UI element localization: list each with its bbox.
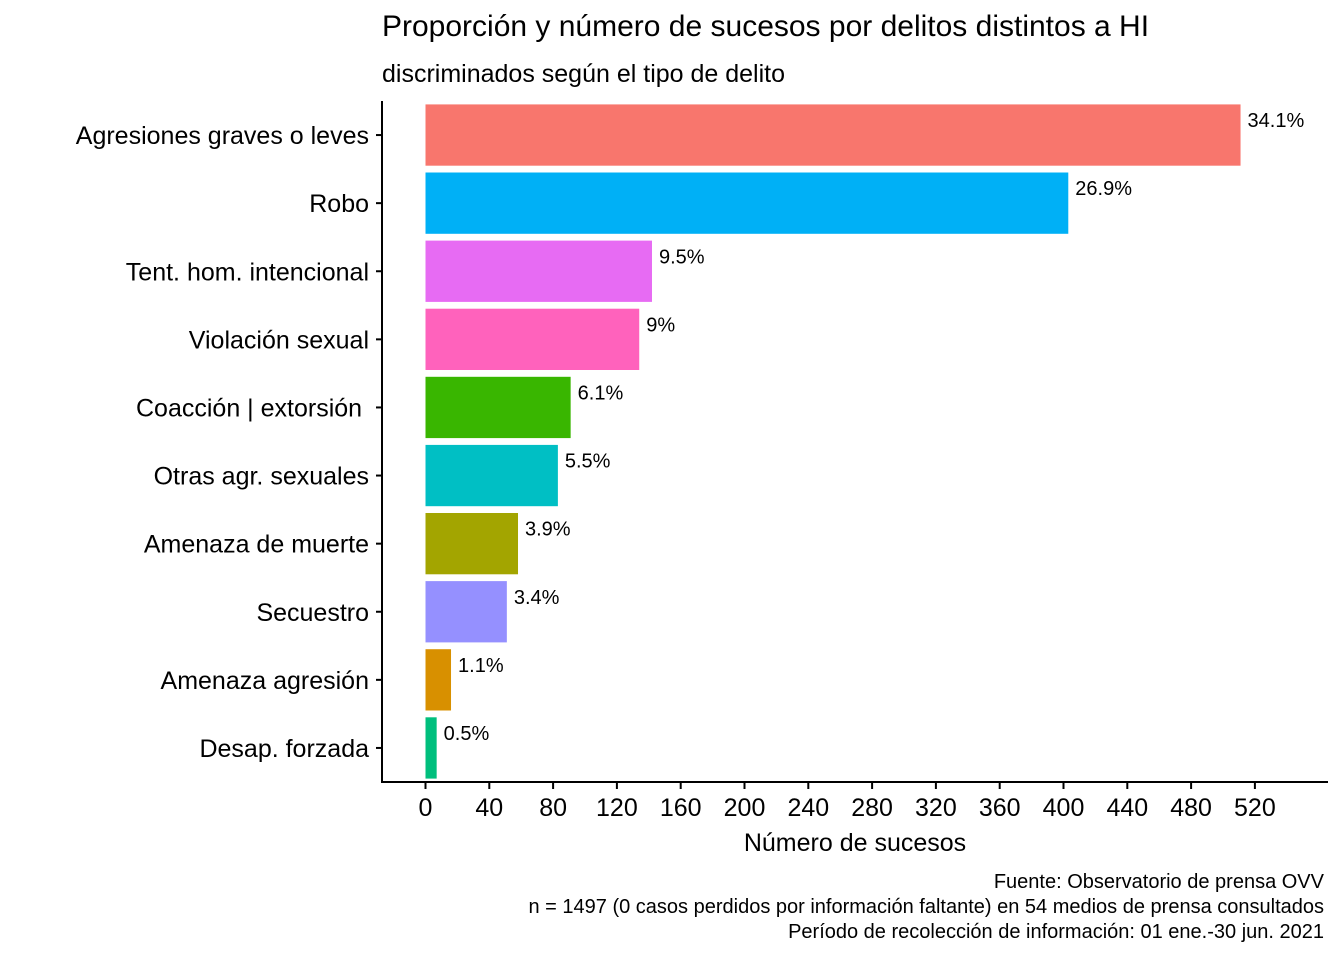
caption: Fuente: Observatorio de prensa OVV n = 1…	[529, 870, 1325, 945]
y-axis-labels: Agresiones graves o leves Robo Tent. hom. …	[76, 122, 382, 763]
bar-data-label: 6.1%	[578, 382, 624, 404]
y-tick-label: Amenaza de muerte	[144, 531, 369, 559]
bar	[425, 581, 507, 643]
x-tick-label: 440	[1106, 794, 1148, 822]
bar-data-label: 3.4%	[514, 587, 560, 609]
chart-title: Proporción y número de sucesos por delit…	[382, 10, 1150, 43]
bar-data-label: 9.5%	[659, 246, 705, 268]
bar-data-label: 9%	[646, 314, 675, 336]
y-tick-label: Agresiones graves o leves	[76, 122, 369, 150]
bar	[425, 172, 1069, 234]
y-tick-label: Tent. hom. intencional	[126, 258, 369, 286]
x-tick-label: 360	[979, 794, 1021, 822]
y-tick-label: Amenaza agresión	[161, 667, 369, 695]
bar	[425, 308, 640, 370]
bar-data-label: 3.9%	[525, 519, 571, 541]
bar	[425, 717, 437, 779]
caption-source: Fuente: Observatorio de prensa OVV	[993, 871, 1324, 893]
x-axis-ticks: 0 40 80 120 160 200 240 280 320 360 400 440 480 520	[419, 782, 1276, 822]
x-tick-label: 200	[724, 794, 766, 822]
x-tick-label: 240	[787, 794, 829, 822]
x-tick-label: 480	[1170, 794, 1212, 822]
caption-sample: n = 1497 (0 casos perdidos por informaci…	[528, 896, 1325, 918]
bar	[425, 104, 1241, 166]
y-tick-label: Desap. forzada	[199, 735, 369, 763]
bar	[425, 240, 652, 302]
bar	[425, 513, 519, 575]
x-axis-title: Número de sucesos	[744, 829, 966, 857]
bar	[425, 444, 558, 507]
x-tick-label: 40	[475, 794, 503, 822]
bar-data-label: 26.9%	[1075, 178, 1132, 200]
y-tick-label: Robo	[309, 190, 369, 218]
x-tick-label: 320	[915, 794, 957, 822]
x-tick-label: 400	[1043, 794, 1085, 822]
x-tick-label: 120	[596, 794, 638, 822]
bar	[425, 649, 452, 711]
bar-data-label: 1.1%	[458, 655, 504, 677]
y-tick-label: Otras agr. sexuales	[154, 463, 369, 491]
x-tick-label: 280	[851, 794, 893, 822]
caption-period: Período de recolección de información: 0…	[788, 921, 1324, 943]
x-tick-label: 160	[660, 794, 702, 822]
x-tick-label: 80	[539, 794, 567, 822]
bar-data-label: 0.5%	[444, 723, 490, 745]
y-tick-label: Coacción | extorsión	[136, 394, 369, 422]
x-tick-label: 520	[1234, 794, 1276, 822]
bar-data-label: 34.1%	[1248, 110, 1305, 132]
bar	[425, 376, 571, 439]
chart-subtitle: discriminados según el tipo de delito	[382, 60, 786, 88]
bars-layer: 34.1% 26.9% 9.5% 9% 6.1% 5.5% 3.9% 3.4% 1.1% 0.5%	[425, 104, 1305, 779]
y-tick-label: Secuestro	[256, 599, 369, 627]
y-tick-label: Violación sexual	[189, 326, 369, 354]
x-tick-label: 0	[419, 794, 433, 822]
bar-data-label: 5.5%	[565, 451, 611, 473]
